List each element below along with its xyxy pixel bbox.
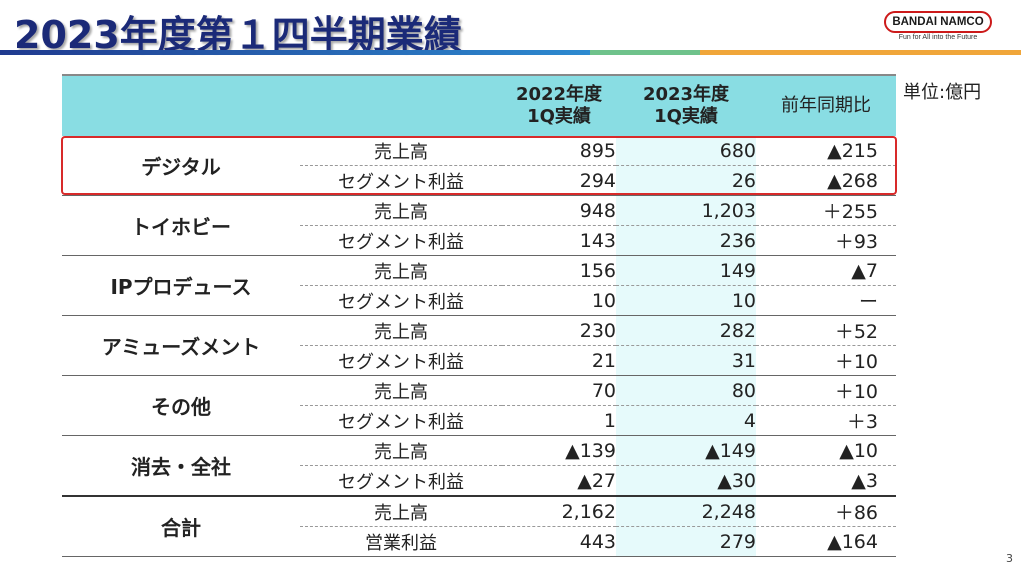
value-yoy: ＋10 [756, 345, 896, 376]
unit-label: 単位:億円 [903, 82, 982, 103]
segment-name: 合計 [62, 495, 300, 557]
header-yoy: 前年同期比 [756, 75, 896, 136]
value-fy2023: ▲30 [616, 465, 756, 497]
segment-name: 消去・全社 [62, 435, 300, 497]
value-fy2022: 294 [502, 165, 616, 196]
row-item-label: 売上高 [300, 136, 502, 166]
value-yoy: ー [756, 285, 896, 316]
value-yoy: ▲268 [756, 165, 896, 196]
table-row: IPプロデュース 売上高 156 149 ▲7 [62, 255, 896, 316]
table-row: その他 売上高 70 80 ＋10 [62, 375, 896, 436]
header-blank-item [300, 75, 502, 136]
table-row: 消去・全社 売上高 ▲139 ▲149 ▲10 [62, 435, 896, 497]
value-fy2022: 895 [502, 136, 616, 166]
value-fy2023: 236 [616, 225, 756, 256]
value-fy2022: 1 [502, 405, 616, 436]
title-underline-green [590, 50, 700, 55]
value-yoy: ▲7 [756, 255, 896, 286]
row-item-label: 売上高 [300, 435, 502, 466]
row-item-label: 売上高 [300, 375, 502, 406]
value-fy2023: 26 [616, 165, 756, 196]
value-yoy: ＋255 [756, 195, 896, 226]
segment-name: アミューズメント [62, 315, 300, 376]
row-item-label: 売上高 [300, 195, 502, 226]
value-yoy: ＋93 [756, 225, 896, 256]
value-yoy: ＋3 [756, 405, 896, 436]
row-item-label: セグメント利益 [300, 345, 502, 376]
title-underline-yellow [700, 50, 1021, 55]
table-row: セグメント利益 10 10 ー [62, 285, 896, 316]
page-number: 3 [1006, 552, 1013, 565]
value-fy2023: 1,203 [616, 195, 756, 226]
value-fy2022: 2,162 [502, 495, 616, 527]
table-row: デジタル 売上高 895 680 ▲215 [62, 136, 896, 196]
value-fy2022: 143 [502, 225, 616, 256]
row-item-label: 売上高 [300, 255, 502, 286]
segment-name: トイホビー [62, 195, 300, 256]
value-fy2022: 10 [502, 285, 616, 316]
company-tagline: Fun for All into the Future [898, 34, 978, 41]
value-yoy: ▲3 [756, 465, 896, 497]
value-fy2022: 70 [502, 375, 616, 406]
table-row: トイホビー 売上高 948 1,203 ＋255 [62, 195, 896, 256]
value-fy2023: 31 [616, 345, 756, 376]
header-fy2023: 2023年度 1Q実績 [616, 75, 756, 136]
row-item-label: セグメント利益 [300, 405, 502, 436]
header-fy2022-period: 1Q実績 [527, 106, 591, 127]
digital-highlight-box [61, 136, 897, 195]
value-fy2023: 149 [616, 255, 756, 286]
row-item-label: セグメント利益 [300, 465, 502, 497]
header-fy2023-year: 2023年度 [642, 84, 730, 105]
value-fy2022: 230 [502, 315, 616, 346]
results-table: 2022年度 1Q実績 2023年度 1Q実績 前年同期比 デジタル 売上高 895… [62, 74, 896, 557]
value-fy2022: ▲139 [502, 435, 616, 466]
table-row: 合計 売上高 2,162 2,248 ＋86 [62, 495, 896, 557]
value-fy2023: 4 [616, 405, 756, 436]
value-fy2023: 80 [616, 375, 756, 406]
row-item-label: セグメント利益 [300, 225, 502, 256]
value-fy2023: 279 [616, 526, 756, 557]
row-item-label: 売上高 [300, 495, 502, 527]
table-row: 営業利益 443 279 ▲164 [62, 526, 896, 557]
row-item-label: 営業利益 [300, 526, 502, 557]
table-row: セグメント利益 ▲27 ▲30 ▲3 [62, 465, 896, 497]
header-fy2022-year: 2022年度 [515, 84, 603, 105]
value-yoy: ▲215 [756, 136, 896, 166]
row-item-label: セグメント利益 [300, 285, 502, 316]
table-row: アミューズメント 売上高 230 282 ＋52 [62, 315, 896, 376]
page-title: 2023年度第１四半期業績 [14, 13, 462, 57]
value-yoy: ＋52 [756, 315, 896, 346]
value-fy2022: 156 [502, 255, 616, 286]
company-logo: BANDAI NAMCO [884, 11, 992, 33]
value-fy2023: 10 [616, 285, 756, 316]
table-header-row: 2022年度 1Q実績 2023年度 1Q実績 前年同期比 [62, 75, 896, 136]
table-row: セグメント利益 294 26 ▲268 [62, 165, 896, 196]
value-fy2023: 2,248 [616, 495, 756, 527]
value-yoy: ▲10 [756, 435, 896, 466]
table-row: セグメント利益 143 236 ＋93 [62, 225, 896, 256]
value-fy2022: 21 [502, 345, 616, 376]
header-fy2022: 2022年度 1Q実績 [502, 75, 616, 136]
value-yoy: ▲164 [756, 526, 896, 557]
table-row: セグメント利益 1 4 ＋3 [62, 405, 896, 436]
row-item-label: セグメント利益 [300, 165, 502, 196]
value-fy2022: 948 [502, 195, 616, 226]
value-fy2023: 680 [616, 136, 756, 166]
segment-name: デジタル [62, 136, 300, 196]
table-row: セグメント利益 21 31 ＋10 [62, 345, 896, 376]
value-fy2023: ▲149 [616, 435, 756, 466]
row-item-label: 売上高 [300, 315, 502, 346]
value-fy2022: 443 [502, 526, 616, 557]
header-fy2023-period: 1Q実績 [654, 106, 718, 127]
title-underline-blue [0, 50, 590, 55]
segment-name: その他 [62, 375, 300, 436]
value-fy2022: ▲27 [502, 465, 616, 497]
header-blank-segment [62, 75, 300, 136]
value-yoy: ＋10 [756, 375, 896, 406]
value-yoy: ＋86 [756, 495, 896, 527]
segment-name: IPプロデュース [62, 255, 300, 316]
value-fy2023: 282 [616, 315, 756, 346]
